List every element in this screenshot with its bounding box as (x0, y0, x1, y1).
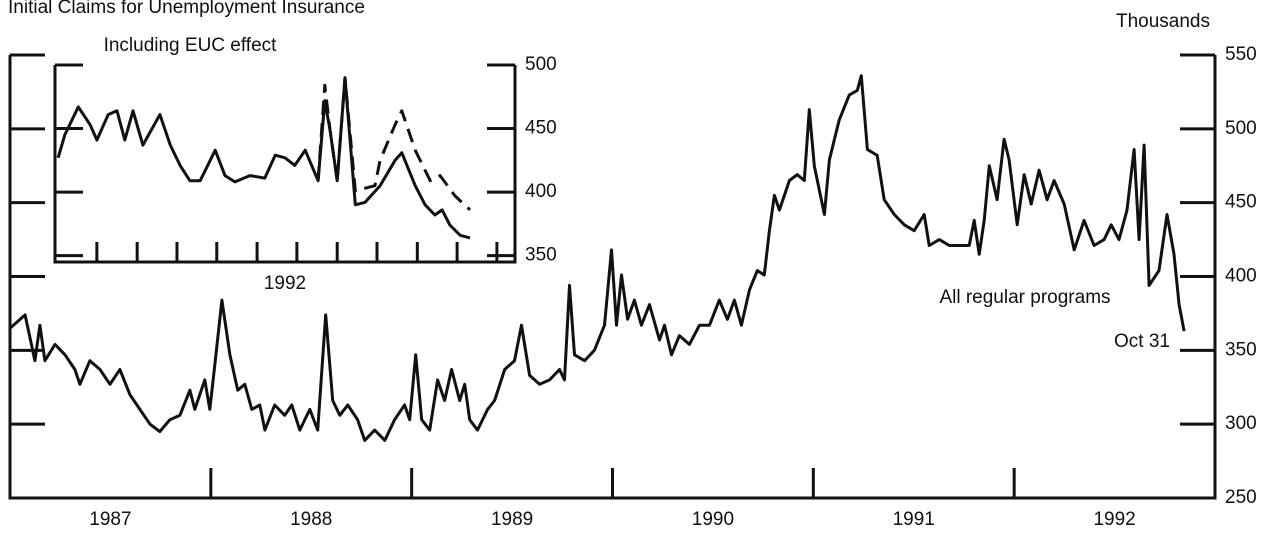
y-tick-label: 350 (1225, 339, 1257, 360)
axis-frame (53, 65, 517, 264)
data-line (316, 76, 472, 211)
x-tick-label: 1987 (89, 509, 131, 530)
data-line (9, 74, 1186, 442)
chart-title: Initial Claims for Unemployment Insuranc… (8, 0, 365, 18)
x-tick-label: 1990 (692, 509, 734, 530)
y-tick-label: 400 (525, 181, 557, 202)
x-tick-label: 1992 (264, 273, 306, 294)
annotation: Oct 31 (1114, 331, 1170, 352)
y-tick-label: 500 (525, 54, 557, 75)
y-tick-label: 400 (1225, 266, 1257, 287)
x-tick-label: 1988 (290, 509, 332, 530)
y-tick-label: 450 (1225, 192, 1257, 213)
y-tick-label: 350 (525, 245, 557, 266)
y-tick-label: 300 (1225, 413, 1257, 434)
y-axis-label: Thousands (1116, 11, 1210, 32)
y-tick-label: 250 (1225, 487, 1257, 508)
series-label: All regular programs (939, 287, 1110, 308)
inset-label: Including EUC effect (104, 35, 278, 56)
y-tick-label: 550 (1225, 44, 1257, 65)
y-tick-label: 500 (1225, 118, 1257, 139)
y-tick-label: 450 (525, 118, 557, 139)
data-line (56, 76, 471, 240)
x-tick-label: 1992 (1093, 509, 1135, 530)
x-tick-label: 1991 (893, 509, 935, 530)
x-tick-label: 1989 (491, 509, 533, 530)
